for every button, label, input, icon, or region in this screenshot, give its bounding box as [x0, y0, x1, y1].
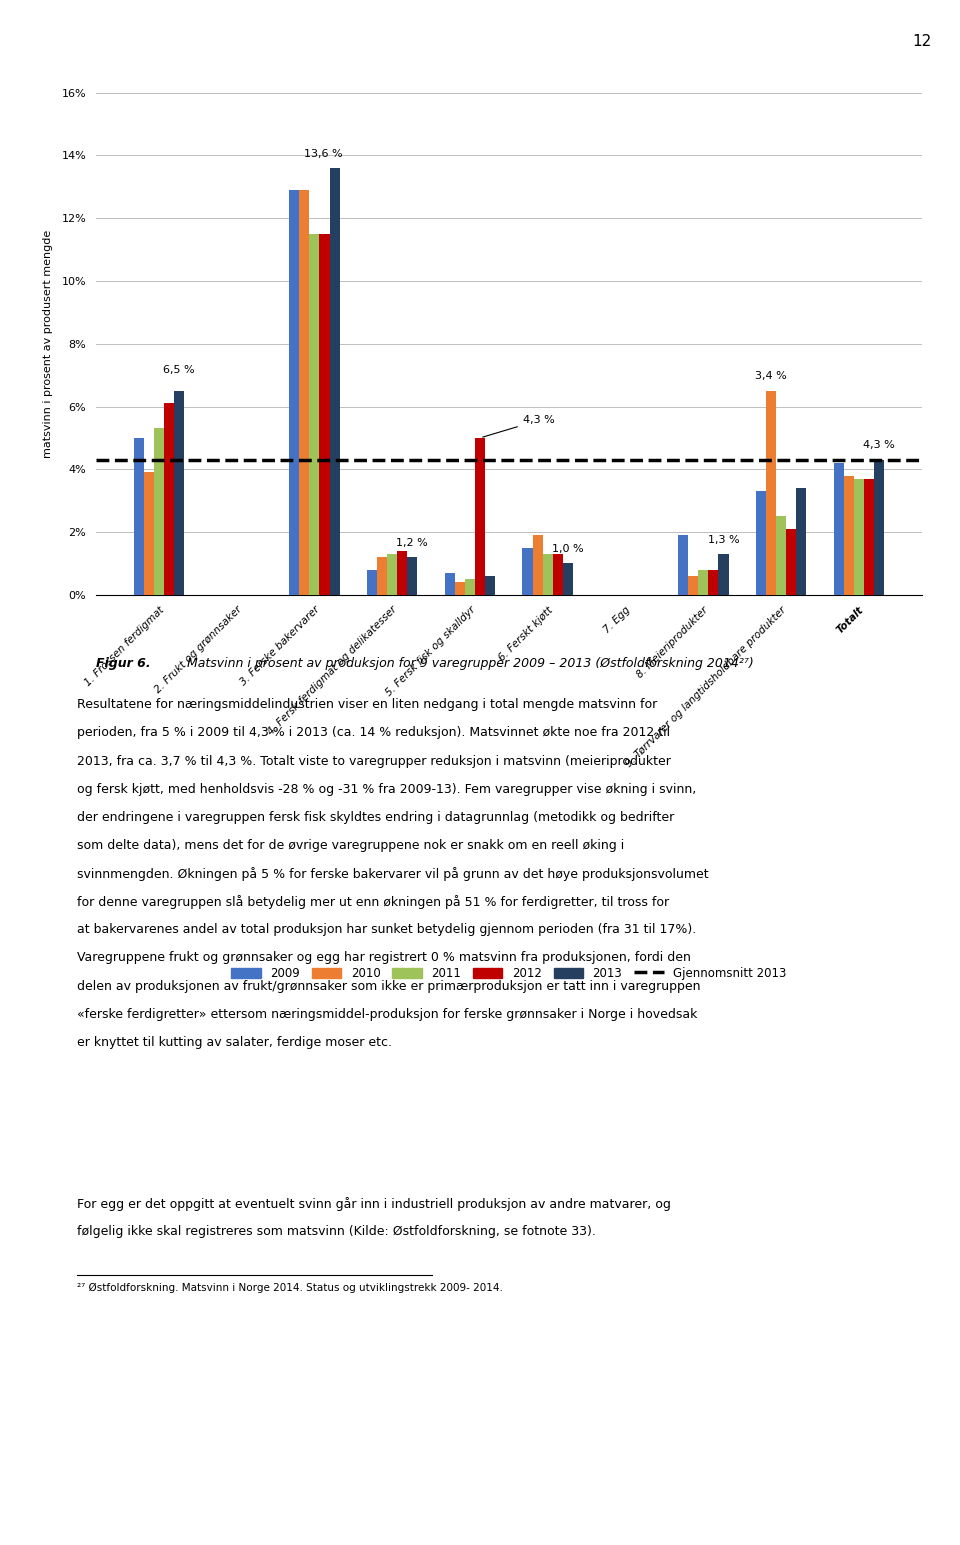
Bar [688, 576, 698, 595]
Bar [387, 555, 397, 595]
Text: som delte data), mens det for de øvrige varegruppene nok er snakk om en reell øk: som delte data), mens det for de øvrige … [77, 839, 624, 851]
Bar [174, 391, 184, 595]
Bar [786, 528, 796, 595]
Bar [397, 552, 407, 595]
Bar [320, 233, 329, 595]
Text: 3,4 %: 3,4 % [755, 371, 787, 382]
Bar [164, 403, 174, 595]
Bar [844, 476, 853, 595]
Bar [833, 464, 844, 595]
Bar [533, 535, 542, 595]
Bar [144, 473, 154, 595]
Bar [329, 168, 340, 595]
Bar [133, 437, 144, 595]
Bar [522, 548, 533, 595]
Text: 1,0 %: 1,0 % [552, 544, 584, 555]
Text: 6,5 %: 6,5 % [163, 365, 195, 375]
Bar [678, 535, 688, 595]
Bar [756, 491, 766, 595]
Text: for denne varegruppen slå betydelig mer ut enn økningen på 51 % for ferdigretter: for denne varegruppen slå betydelig mer … [77, 895, 669, 908]
Bar [289, 190, 300, 595]
Text: følgelig ikke skal registreres som matsvinn (Kilde: Østfoldforskning, se fotnote: følgelig ikke skal registreres som matsv… [77, 1225, 595, 1239]
Text: 2013, fra ca. 3,7 % til 4,3 %. Totalt viste to varegrupper reduksjon i matsvinn : 2013, fra ca. 3,7 % til 4,3 %. Totalt vi… [77, 754, 671, 768]
Bar [475, 437, 485, 595]
Text: 12: 12 [912, 34, 931, 49]
Bar [154, 428, 164, 595]
Bar [776, 516, 786, 595]
Bar [796, 488, 806, 595]
Bar [553, 555, 563, 595]
Text: 4,3 %: 4,3 % [863, 440, 895, 451]
Bar [377, 558, 387, 595]
Bar [542, 555, 553, 595]
Text: 13,6 %: 13,6 % [303, 148, 342, 159]
Bar [367, 570, 377, 595]
Text: og fersk kjøtt, med henholdsvis -28 % og -31 % fra 2009-13). Fem varegrupper vis: og fersk kjøtt, med henholdsvis -28 % og… [77, 783, 696, 796]
Text: For egg er det oppgitt at eventuelt svinn går inn i industriell produksjon av an: For egg er det oppgitt at eventuelt svin… [77, 1197, 671, 1211]
Bar [300, 190, 309, 595]
Text: Figur 6.: Figur 6. [96, 657, 164, 669]
Bar [309, 233, 320, 595]
Bar [444, 573, 455, 595]
Bar [485, 576, 495, 595]
Bar [708, 570, 718, 595]
Text: der endringene i varegruppen fersk fisk skyldtes endring i datagrunnlag (metodik: der endringene i varegruppen fersk fisk … [77, 811, 674, 823]
Bar [407, 558, 418, 595]
Text: delen av produksjonen av frukt/grønnsaker som ikke er primærproduksjon er tatt i: delen av produksjonen av frukt/grønnsake… [77, 980, 700, 992]
Bar [455, 582, 465, 595]
Text: 1,3 %: 1,3 % [708, 535, 739, 545]
Bar [563, 564, 573, 595]
Text: perioden, fra 5 % i 2009 til 4,3 % i 2013 (ca. 14 % reduksjon). Matsvinnet økte : perioden, fra 5 % i 2009 til 4,3 % i 201… [77, 726, 670, 740]
Text: Resultatene for næringsmiddelindustrien viser en liten nedgang i total mengde ma: Resultatene for næringsmiddelindustrien … [77, 698, 657, 711]
Text: svinnmengden. Økningen på 5 % for ferske bakervarer vil på grunn av det høye pro: svinnmengden. Økningen på 5 % for ferske… [77, 867, 708, 881]
Bar [864, 479, 874, 595]
Text: at bakervarenes andel av total produksjon har sunket betydelig gjennom perioden : at bakervarenes andel av total produksjo… [77, 924, 696, 936]
Text: ²⁷ Østfoldforskning. Matsvinn i Norge 2014. Status og utviklingstrekk 2009- 2014: ²⁷ Østfoldforskning. Matsvinn i Norge 20… [77, 1282, 503, 1293]
Bar [698, 570, 708, 595]
Text: «ferske ferdigretter» ettersom næringsmiddel-produksjon for ferske grønnsaker i : «ferske ferdigretter» ettersom næringsmi… [77, 1007, 697, 1021]
Y-axis label: matsvinn i prosent av produsert mengde: matsvinn i prosent av produsert mengde [43, 230, 53, 457]
Text: Matsvinn i prosent av produksjon for 9 varegrupper 2009 – 2013 (Østfoldforskning: Matsvinn i prosent av produksjon for 9 v… [187, 657, 754, 669]
Text: 4,3 %: 4,3 % [483, 416, 555, 437]
Bar [718, 555, 729, 595]
Bar [853, 479, 864, 595]
Text: 1,2 %: 1,2 % [396, 538, 428, 548]
Bar [874, 460, 884, 595]
Legend: 2009, 2010, 2011, 2012, 2013, Gjennomsnitt 2013: 2009, 2010, 2011, 2012, 2013, Gjennomsni… [227, 963, 791, 984]
Bar [766, 391, 776, 595]
Text: er knyttet til kutting av salater, ferdige moser etc.: er knyttet til kutting av salater, ferdi… [77, 1035, 392, 1049]
Bar [465, 579, 475, 595]
Text: Varegruppene frukt og grønnsaker og egg har registrert 0 % matsvinn fra produksj: Varegruppene frukt og grønnsaker og egg … [77, 952, 690, 964]
